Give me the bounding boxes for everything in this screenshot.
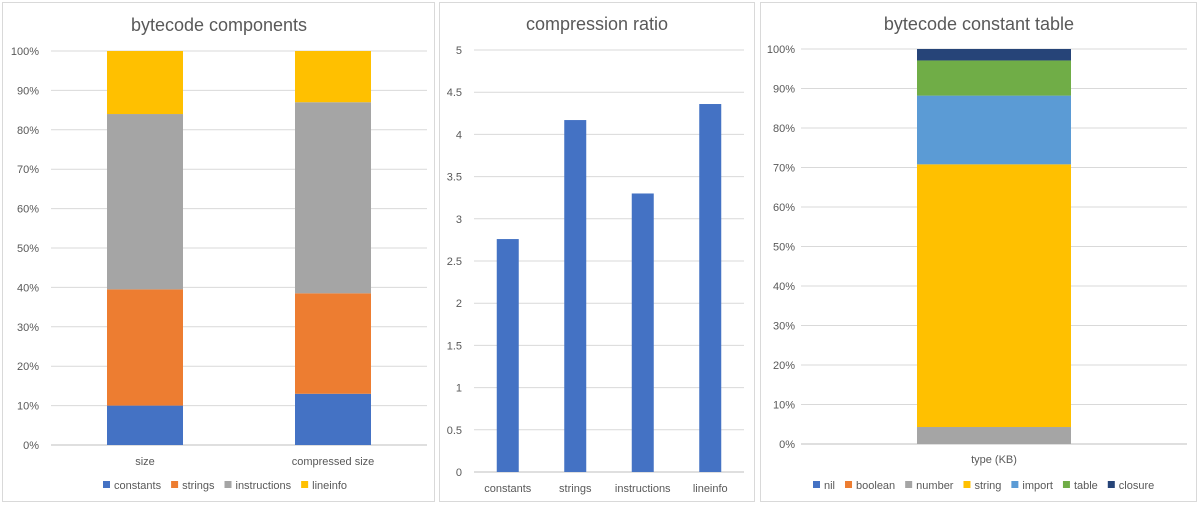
- y-tick-label: 30%: [773, 321, 795, 333]
- chart-bytecode-constant-table-svg: bytecode constant table 0% 10% 20% 30% 40% 50…: [767, 14, 1187, 492]
- y-tick-label: 40%: [773, 281, 795, 293]
- bar-instructions: [107, 114, 183, 290]
- y-tick-label: 5: [456, 45, 462, 57]
- legend-label-closure: closure: [1119, 480, 1154, 492]
- y-tick-label: 1: [456, 383, 462, 395]
- y-tick-label: 3.5: [447, 172, 462, 184]
- y-tick-label: 4.5: [447, 87, 462, 99]
- bar-strings: [564, 120, 587, 472]
- legend-label-constants: constants: [114, 480, 162, 492]
- y-tick-label: 80%: [773, 123, 795, 135]
- y-tick-label: 0%: [23, 440, 39, 452]
- legend-label-number: number: [916, 480, 954, 492]
- chart-bytecode-constant-table: bytecode constant table 0% 10% 20% 30% 40% 50…: [760, 2, 1197, 502]
- y-tick-label: 20%: [17, 361, 39, 373]
- y-tick-label: 4: [456, 129, 462, 141]
- legend-swatch-nil: [813, 481, 820, 488]
- chart-bytecode-components-svg: bytecode components 0% 10% 20% 30% 40% 50% 60%…: [11, 15, 427, 492]
- chart-compression-ratio: compression ratio 0 0.5 1 1.5 2 2.5 3 3.5 4 4.5 5 c…: [439, 2, 755, 502]
- y-tick-label: 2.5: [447, 256, 462, 268]
- y-tick-label: 30%: [17, 322, 39, 334]
- legend-swatch-lineinfo: [301, 481, 309, 488]
- y-tick-label: 0%: [779, 439, 795, 451]
- y-tick-label: 2: [456, 298, 462, 310]
- chart-compression-ratio-svg: compression ratio 0 0.5 1 1.5 2 2.5 3 3.5 4 4.5 5 c…: [447, 14, 744, 495]
- x-tick-label: instructions: [615, 483, 671, 495]
- chart-bytecode-components: bytecode components 0% 10% 20% 30% 40% 50% 60%…: [2, 2, 435, 502]
- bar-constants: [496, 239, 519, 472]
- y-tick-label: 70%: [17, 164, 39, 176]
- legend-swatch-number: [905, 481, 913, 488]
- legend-swatch-import: [1011, 481, 1019, 488]
- legend-swatch-strings: [171, 481, 179, 488]
- legend-label-import: import: [1022, 480, 1053, 492]
- x-tick-label: type (KB): [971, 454, 1017, 466]
- bar-instructions: [631, 193, 654, 473]
- legend-label-boolean: boolean: [856, 480, 895, 492]
- legend-swatch-table: [1062, 481, 1070, 488]
- y-tick-label: 100%: [11, 46, 39, 58]
- y-tick-label: 100%: [767, 44, 795, 56]
- y-tick-label: 90%: [17, 85, 39, 97]
- bar-import: [917, 95, 1071, 165]
- y-tick-label: 0: [456, 467, 462, 479]
- bar-closure: [917, 49, 1071, 61]
- legend-label-table: table: [1074, 480, 1098, 492]
- bar-string: [917, 164, 1071, 428]
- legend-swatch-constants: [103, 481, 110, 488]
- bar-table: [917, 60, 1071, 96]
- y-tick-label: 20%: [773, 360, 795, 372]
- y-tick-label: 10%: [773, 400, 795, 412]
- bar-lineinfo: [699, 104, 722, 473]
- legend-label-string: string: [974, 480, 1001, 492]
- legend-swatch-boolean: [845, 481, 853, 488]
- legend-label-lineinfo: lineinfo: [312, 480, 347, 492]
- legend-label-instructions: instructions: [236, 480, 292, 492]
- chart-title: bytecode components: [131, 15, 307, 35]
- y-tick-label: 0.5: [447, 425, 462, 437]
- y-tick-label: 3: [456, 214, 462, 226]
- legend-label-strings: strings: [182, 480, 215, 492]
- bar-instructions: [295, 102, 371, 294]
- y-tick-label: 80%: [17, 125, 39, 137]
- y-tick-label: 60%: [17, 204, 39, 216]
- y-tick-label: 10%: [17, 401, 39, 413]
- y-tick-label: 1.5: [447, 340, 462, 352]
- legend-swatch-closure: [1107, 481, 1115, 488]
- x-tick-label: compressed size: [292, 456, 375, 468]
- legend-label-nil: nil: [824, 480, 835, 492]
- bar-strings: [295, 293, 371, 394]
- x-tick-label: lineinfo: [693, 483, 728, 495]
- bar-lineinfo: [107, 51, 183, 115]
- y-tick-label: 40%: [17, 282, 39, 294]
- bar-strings: [107, 289, 183, 406]
- bar-constants: [295, 393, 371, 445]
- y-tick-label: 50%: [773, 242, 795, 254]
- chart-title: compression ratio: [526, 14, 668, 34]
- bar-constants: [107, 405, 183, 445]
- legend-swatch-string: [963, 481, 971, 488]
- x-tick-label: size: [135, 456, 155, 468]
- x-tick-label: strings: [559, 483, 592, 495]
- x-tick-label: constants: [484, 483, 532, 495]
- chart-title: bytecode constant table: [884, 14, 1074, 34]
- y-tick-label: 50%: [17, 243, 39, 255]
- bar-number: [917, 427, 1071, 444]
- legend-swatch-instructions: [224, 481, 232, 488]
- bar-lineinfo: [295, 51, 371, 103]
- y-tick-label: 70%: [773, 163, 795, 175]
- y-tick-label: 90%: [773, 84, 795, 96]
- y-tick-label: 60%: [773, 202, 795, 214]
